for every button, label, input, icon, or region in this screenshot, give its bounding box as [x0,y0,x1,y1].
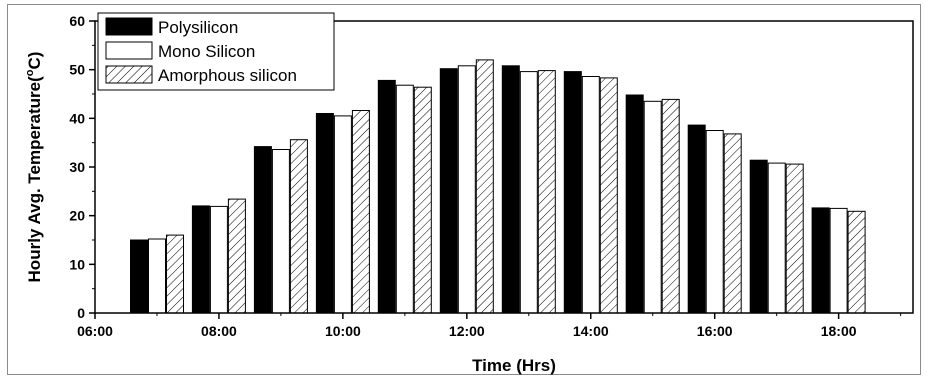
bar-polysilicon-08:00 [191,205,210,314]
bar-mono-silicon-07:00 [148,238,166,314]
bar-mono-silicon-15:00 [643,100,662,314]
x-tick-label: 14:00 [573,323,609,339]
bar-mono-silicon-14:00 [581,76,600,314]
bar-amorphous-silicon-15:00 [661,98,680,314]
bar-polysilicon-17:00 [749,159,768,314]
bar-amorphous-silicon-18:00 [847,210,866,314]
legend-label-amorphous-silicon: Amorphous silicon [158,66,297,85]
x-tick-label: 10:00 [325,323,361,339]
x-tick-label: 06:00 [77,323,113,339]
y-tick-label: 50 [69,62,85,78]
bar-polysilicon-15:00 [625,94,644,314]
bar-polysilicon-09:00 [253,146,272,314]
bar-amorphous-silicon-13:00 [537,70,556,314]
y-axis-title-unit: C) [25,52,44,70]
y-tick-label: 10 [69,256,85,272]
y-tick-label: 0 [77,305,85,321]
legend-swatch-mono-silicon [105,41,153,60]
bar-amorphous-silicon-08:00 [227,198,246,314]
bar-polysilicon-16:00 [687,124,706,314]
y-axis-title: Hourly Avg. Temperature(oC) [24,52,44,283]
bar-amorphous-silicon-17:00 [785,163,804,314]
x-tick-label: 08:00 [201,323,237,339]
bar-chart: 0 10 20 30 40 50 60 06:00 08:00 10:00 12:00 14:00 16… [24,12,914,375]
bar-amorphous-silicon-14:00 [599,77,618,314]
bar-mono-silicon-12:00 [457,65,476,314]
x-tick-label: 16:00 [697,323,733,339]
bar-polysilicon-14:00 [563,71,582,314]
bar-mono-silicon-11:00 [395,84,414,314]
bar-polysilicon-13:00 [501,65,520,314]
x-axis-title: Time (Hrs) [472,356,556,375]
chart-frame: 0 10 20 30 40 50 60 06:00 08:00 10:00 12:00 14:00 16… [7,4,921,375]
bar-polysilicon-10:00 [315,113,334,314]
legend-swatch-polysilicon [105,17,153,36]
legend-label-polysilicon: Polysilicon [158,18,238,37]
bar-amorphous-silicon-09:00 [289,139,308,314]
y-axis-title-main: Hourly Avg. Temperature( [25,76,44,283]
bar-mono-silicon-17:00 [767,162,786,314]
legend-label-mono-silicon: Mono Silicon [158,42,255,61]
x-tick-label: 18:00 [821,323,857,339]
bar-polysilicon-07:00 [130,239,148,314]
bar-polysilicon-12:00 [439,68,458,314]
bar-mono-silicon-10:00 [333,115,352,314]
bar-amorphous-silicon-07:00 [166,234,184,314]
bar-amorphous-silicon-11:00 [413,86,432,314]
bar-polysilicon-18:00 [811,207,830,314]
bar-mono-silicon-09:00 [271,149,290,314]
bar-amorphous-silicon-16:00 [723,133,742,314]
y-axis-title-superscript: o [24,69,36,76]
bar-mono-silicon-13:00 [519,71,538,314]
bar-mono-silicon-18:00 [829,207,848,314]
y-tick-label: 60 [69,13,85,29]
bar-polysilicon-11:00 [377,79,396,314]
bar-amorphous-silicon-12:00 [475,59,494,314]
y-tick-label: 20 [69,208,85,224]
x-tick-label: 12:00 [449,323,485,339]
legend-swatch-amorphous-silicon [105,65,153,84]
y-tick-label: 40 [69,110,85,126]
bar-mono-silicon-08:00 [209,205,228,314]
y-tick-label: 30 [69,159,85,175]
bar-mono-silicon-16:00 [705,130,724,314]
bar-amorphous-silicon-10:00 [351,110,370,314]
